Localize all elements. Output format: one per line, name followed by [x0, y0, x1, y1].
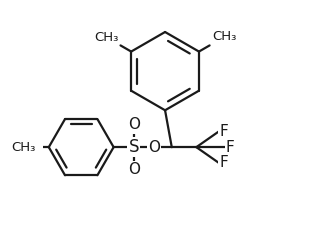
Text: F: F [226, 140, 235, 155]
Text: F: F [219, 155, 228, 170]
Text: O: O [148, 140, 160, 155]
Text: CH₃: CH₃ [11, 141, 35, 154]
Text: CH₃: CH₃ [212, 30, 237, 43]
Text: CH₃: CH₃ [94, 31, 118, 44]
Text: S: S [129, 138, 139, 156]
Text: O: O [128, 162, 140, 177]
Text: F: F [219, 124, 228, 139]
Text: O: O [128, 117, 140, 132]
